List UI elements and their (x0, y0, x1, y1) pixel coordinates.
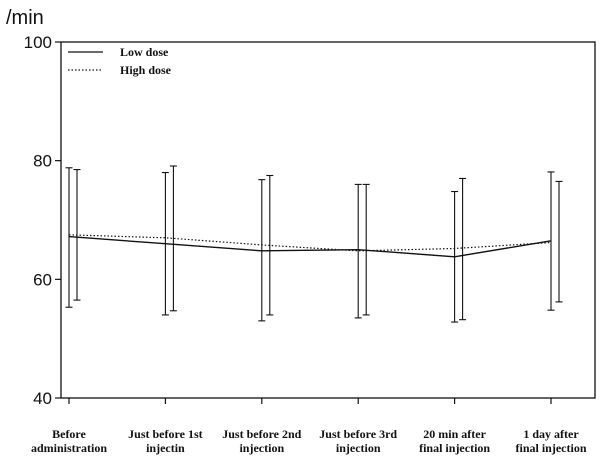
x-tick-label: Just before 1st injectin (128, 427, 202, 455)
x-tick-label: Just before 2nd injection (222, 427, 301, 455)
legend-label-high-dose: High dose (120, 63, 172, 77)
x-tick-label: 20 min after final injection (419, 427, 490, 455)
legend-label-low-dose: Low dose (120, 45, 169, 59)
y-tick-label: 40 (33, 389, 52, 408)
x-tick-label: Before administration (31, 427, 107, 455)
error-bars (65, 165, 563, 323)
series-line-high-dose (68, 234, 552, 252)
x-axis: Before administration Just before 1st injec… (31, 398, 587, 455)
y-tick-label: 60 (33, 270, 52, 289)
series-line-low-dose (68, 235, 552, 258)
y-tick-label: 100 (24, 33, 52, 52)
x-tick-label: 1 day after final injection (516, 427, 587, 455)
x-tick-label: Just before 3rd injection (319, 427, 397, 455)
plot-frame (60, 41, 596, 399)
y-unit-label: /min (6, 7, 44, 29)
series-lines (68, 234, 552, 258)
y-tick-label: 80 (33, 152, 52, 171)
y-axis: 40 60 80 100 (24, 33, 61, 408)
legend: Low dose High dose (68, 45, 172, 77)
